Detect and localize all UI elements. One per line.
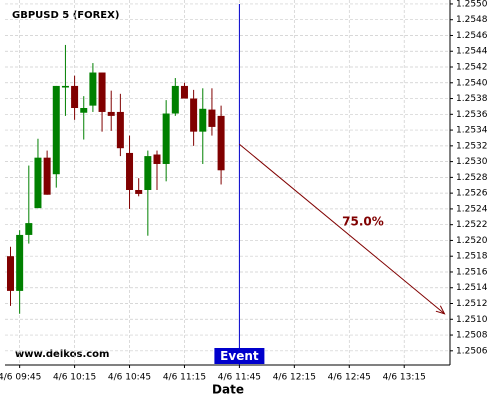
- y-tick-label: 1.2540: [456, 78, 488, 88]
- y-tick-label: 1.2538: [456, 94, 488, 104]
- y-tick-label: 1.2544: [456, 47, 488, 57]
- candle-body: [171, 85, 179, 114]
- y-tick-label: 1.2524: [456, 204, 488, 214]
- candle-body: [144, 156, 152, 190]
- y-tick-label: 1.2518: [456, 252, 488, 262]
- candle-body: [89, 72, 97, 106]
- y-tick-label: 1.2530: [456, 157, 488, 167]
- watermark: www.delkos.com: [15, 349, 109, 360]
- candle-body: [190, 98, 198, 132]
- y-tick-label: 1.2516: [456, 267, 488, 277]
- y-tick-label: 1.2526: [456, 189, 488, 199]
- y-tick-label: 1.2510: [456, 315, 488, 325]
- y-tick-label: 1.2508: [456, 331, 488, 341]
- candle-body: [16, 234, 24, 291]
- candle-body: [180, 85, 188, 99]
- x-tick-label: 4/6 09:45: [0, 373, 41, 383]
- x-tick-label: 4/6 11:45: [218, 373, 261, 383]
- candle-body: [80, 108, 88, 113]
- candle-body: [98, 72, 106, 112]
- candle-body: [107, 111, 115, 116]
- candle-body: [153, 154, 161, 164]
- y-tick-label: 1.2512: [456, 299, 488, 309]
- candle-body: [162, 113, 170, 164]
- x-tick-label: 4/6 12:45: [328, 373, 371, 383]
- arrow-head: [435, 305, 446, 315]
- candle-body: [6, 256, 14, 291]
- y-tick-label: 1.2520: [456, 236, 488, 246]
- y-tick-label: 1.2506: [456, 346, 488, 356]
- candle-body: [126, 152, 134, 190]
- candle-body: [52, 85, 60, 175]
- candle-body: [208, 109, 216, 127]
- candle-body: [34, 157, 42, 209]
- x-tick-label: 4/6 10:45: [108, 373, 151, 383]
- candle-body: [61, 85, 69, 88]
- candle-body: [116, 111, 124, 149]
- candle-body: [71, 85, 79, 109]
- x-tick-label: 4/6 10:15: [53, 373, 96, 383]
- y-tick-label: 1.2534: [456, 126, 488, 136]
- candle-body: [135, 189, 143, 194]
- y-tick-label: 1.2550: [456, 0, 488, 9]
- x-tick-label: 4/6 12:15: [273, 373, 316, 383]
- candle-body: [25, 223, 33, 235]
- y-tick-label: 1.2528: [456, 173, 488, 183]
- y-tick-label: 1.2542: [456, 63, 488, 73]
- y-tick-label: 1.2548: [456, 15, 488, 25]
- arrow-label: 75.0%: [342, 215, 384, 229]
- y-tick-label: 1.2536: [456, 110, 488, 120]
- projection-arrow: [239, 143, 445, 315]
- event-label: Event: [220, 349, 259, 363]
- y-tick-label: 1.2514: [456, 283, 488, 293]
- candle-body: [217, 115, 225, 171]
- event-label-bg: [214, 348, 265, 364]
- y-tick-label: 1.2522: [456, 220, 488, 230]
- candle-body: [43, 157, 51, 195]
- chart-title: GBPUSD 5 (FOREX): [12, 10, 119, 21]
- x-axis-label: Date: [212, 383, 244, 397]
- y-tick-label: 1.2546: [456, 31, 488, 41]
- x-tick-label: 4/6 11:15: [163, 373, 206, 383]
- candle-body: [199, 108, 207, 132]
- y-tick-label: 1.2532: [456, 141, 488, 151]
- x-tick-label: 4/6 13:15: [383, 373, 426, 383]
